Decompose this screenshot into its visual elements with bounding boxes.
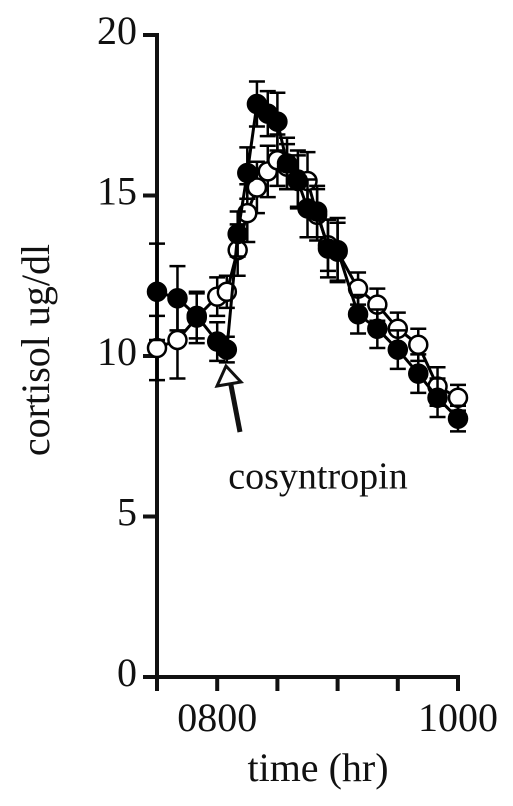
x-tick-label: 1000 xyxy=(418,695,498,740)
data-point xyxy=(146,337,168,359)
y-tick-label: 5 xyxy=(117,490,137,535)
data-point xyxy=(267,111,288,132)
y-tick-label: 20 xyxy=(97,8,137,53)
x-tick-label: 0800 xyxy=(177,695,257,740)
data-point xyxy=(447,408,469,429)
data-point xyxy=(387,339,409,360)
y-tick-label: 15 xyxy=(97,169,137,214)
data-point xyxy=(167,329,188,351)
data-point xyxy=(227,223,248,245)
data-point xyxy=(327,239,348,261)
data-point xyxy=(146,281,168,303)
y-axis-label: cortisol ug/dl xyxy=(13,244,58,456)
data-point xyxy=(427,387,448,408)
annotation: cosyntropin xyxy=(228,456,407,498)
data-point xyxy=(167,287,188,309)
x-axis-label: time (hr) xyxy=(247,745,388,790)
data-point xyxy=(408,334,429,356)
data-point xyxy=(347,304,369,325)
data-point xyxy=(287,170,309,192)
data-point xyxy=(367,318,388,339)
annotation-arrow xyxy=(214,363,245,433)
y-tick-label: 10 xyxy=(97,329,137,374)
data-point xyxy=(237,162,258,184)
data-point xyxy=(276,153,298,174)
data-point xyxy=(216,339,238,360)
y-tick-label: 0 xyxy=(117,650,137,695)
data-point xyxy=(186,305,207,327)
data-point xyxy=(447,387,469,408)
data-point xyxy=(408,363,429,384)
data-point xyxy=(306,201,328,222)
